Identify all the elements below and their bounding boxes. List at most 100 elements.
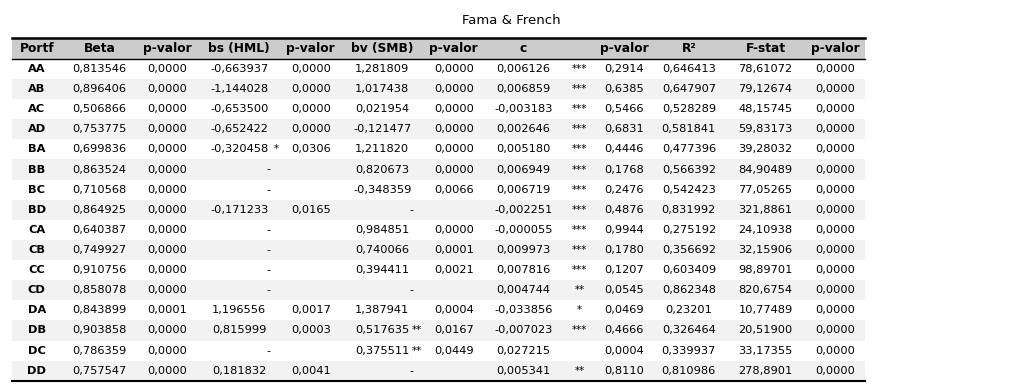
Text: 0,1768: 0,1768 (604, 164, 644, 175)
Text: -0,033856: -0,033856 (494, 305, 553, 315)
Text: 0,0003: 0,0003 (290, 325, 331, 336)
Text: 278,8901: 278,8901 (738, 366, 793, 376)
Text: 1,281809: 1,281809 (355, 64, 410, 74)
Text: 0,8110: 0,8110 (604, 366, 644, 376)
Text: 0,0167: 0,0167 (434, 325, 473, 336)
Text: 0,5466: 0,5466 (604, 104, 644, 114)
Text: 0,005341: 0,005341 (496, 366, 551, 376)
Text: -: - (267, 164, 271, 175)
Text: 0,813546: 0,813546 (73, 64, 127, 74)
Text: 33,17355: 33,17355 (738, 346, 793, 356)
Text: 0,831992: 0,831992 (661, 205, 716, 215)
Text: CA: CA (29, 225, 45, 235)
Text: 0,984851: 0,984851 (355, 225, 410, 235)
Text: 1,387941: 1,387941 (355, 305, 410, 315)
Text: -: - (267, 225, 271, 235)
Text: ***: *** (571, 265, 588, 275)
Text: 0,820673: 0,820673 (356, 164, 409, 175)
Text: 0,275192: 0,275192 (662, 225, 715, 235)
Text: 0,0000: 0,0000 (147, 164, 188, 175)
Text: 39,28032: 39,28032 (739, 144, 792, 154)
Text: 0,0000: 0,0000 (815, 245, 855, 255)
Text: BA: BA (28, 144, 46, 154)
Text: 0,903858: 0,903858 (73, 325, 127, 336)
Text: 0,0000: 0,0000 (147, 346, 188, 356)
Text: 0,0000: 0,0000 (433, 104, 474, 114)
Text: 0,0000: 0,0000 (815, 84, 855, 94)
Text: ***: *** (571, 124, 588, 134)
Text: 0,002646: 0,002646 (497, 124, 550, 134)
Text: 0,0000: 0,0000 (290, 84, 331, 94)
Text: 0,006859: 0,006859 (496, 84, 551, 94)
Text: 0,646413: 0,646413 (662, 64, 715, 74)
Text: 0,581841: 0,581841 (661, 124, 716, 134)
Text: 0,181832: 0,181832 (212, 366, 267, 376)
Text: 0,0000: 0,0000 (815, 325, 855, 336)
Text: 0,0000: 0,0000 (147, 285, 188, 295)
Text: AA: AA (28, 64, 46, 74)
Text: 0,517635: 0,517635 (355, 325, 410, 336)
Text: 0,1780: 0,1780 (604, 245, 644, 255)
Text: 0,710568: 0,710568 (73, 185, 127, 195)
Text: 0,862348: 0,862348 (662, 285, 715, 295)
Text: 0,603409: 0,603409 (662, 265, 715, 275)
Text: DC: DC (28, 346, 46, 356)
Text: ***: *** (571, 84, 588, 94)
Text: -0,007023: -0,007023 (494, 325, 553, 336)
Text: 0,757547: 0,757547 (73, 366, 127, 376)
Text: 0,477396: 0,477396 (662, 144, 715, 154)
Text: 0,0000: 0,0000 (147, 104, 188, 114)
Text: 0,0000: 0,0000 (815, 265, 855, 275)
Text: 0,0000: 0,0000 (815, 144, 855, 154)
Text: 0,0000: 0,0000 (290, 104, 331, 114)
Text: p-valor: p-valor (143, 42, 192, 55)
Text: -: - (410, 205, 414, 215)
Text: 0,640387: 0,640387 (73, 225, 127, 235)
Text: 0,0000: 0,0000 (815, 185, 855, 195)
Text: 0,910756: 0,910756 (73, 265, 127, 275)
Text: 0,0000: 0,0000 (147, 64, 188, 74)
Text: 0,753775: 0,753775 (73, 124, 127, 134)
Text: 1,211820: 1,211820 (356, 144, 409, 154)
Text: 820,6754: 820,6754 (739, 285, 792, 295)
Text: Fama & French: Fama & French (462, 14, 560, 27)
Text: 0,0000: 0,0000 (815, 64, 855, 74)
Text: 0,0000: 0,0000 (147, 245, 188, 255)
Text: 0,0004: 0,0004 (434, 305, 473, 315)
Text: 0,749927: 0,749927 (73, 245, 127, 255)
Text: c: c (519, 42, 527, 55)
Text: 0,0000: 0,0000 (815, 205, 855, 215)
Text: *: * (576, 305, 583, 315)
Text: -0,003183: -0,003183 (494, 104, 553, 114)
Text: **: ** (574, 285, 585, 295)
Text: 0,0000: 0,0000 (815, 124, 855, 134)
Text: 0,4666: 0,4666 (604, 325, 644, 336)
Text: 98,89701: 98,89701 (738, 265, 793, 275)
Text: BD: BD (28, 205, 46, 215)
Text: 0,843899: 0,843899 (73, 305, 127, 315)
Text: F-stat: F-stat (745, 42, 786, 55)
Text: 0,0004: 0,0004 (604, 346, 644, 356)
Text: 0,0469: 0,0469 (604, 305, 644, 315)
Text: 0,0000: 0,0000 (815, 285, 855, 295)
Text: 0,863524: 0,863524 (73, 164, 127, 175)
Text: 0,810986: 0,810986 (661, 366, 716, 376)
Text: 0,2914: 0,2914 (604, 64, 644, 74)
Text: 0,375511: 0,375511 (355, 346, 410, 356)
Text: 0,858078: 0,858078 (73, 285, 127, 295)
Text: -0,653500: -0,653500 (210, 104, 269, 114)
Text: BB: BB (29, 164, 45, 175)
Text: 0,815999: 0,815999 (212, 325, 267, 336)
Text: -: - (267, 185, 271, 195)
Text: -0,320458: -0,320458 (211, 144, 268, 154)
Text: 0,699836: 0,699836 (73, 144, 127, 154)
Text: ***: *** (571, 205, 588, 215)
Text: -0,002251: -0,002251 (495, 205, 552, 215)
Text: p-valor: p-valor (286, 42, 335, 55)
Text: R²: R² (682, 42, 696, 55)
Text: 0,506866: 0,506866 (73, 104, 127, 114)
Text: ***: *** (571, 144, 588, 154)
Text: -0,000055: -0,000055 (494, 225, 553, 235)
Text: Portf: Portf (19, 42, 54, 55)
Text: -0,171233: -0,171233 (210, 205, 269, 215)
